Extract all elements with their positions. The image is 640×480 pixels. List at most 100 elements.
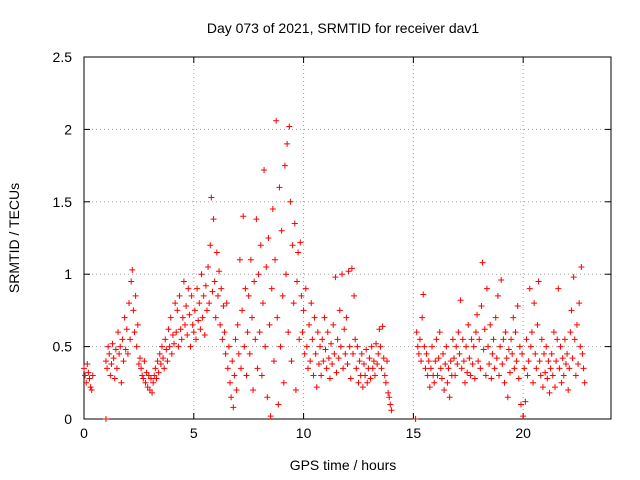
data-point xyxy=(520,413,526,419)
data-point xyxy=(263,264,269,270)
data-point xyxy=(481,346,487,352)
data-point xyxy=(435,373,441,379)
data-point xyxy=(579,351,585,357)
data-point xyxy=(388,407,394,413)
data-point xyxy=(570,355,576,361)
data-point xyxy=(259,373,265,379)
data-point xyxy=(246,293,252,299)
data-point xyxy=(157,351,163,357)
data-point xyxy=(234,387,240,393)
data-point xyxy=(451,355,457,361)
data-point xyxy=(567,329,573,335)
data-point xyxy=(302,351,308,357)
data-point xyxy=(339,271,345,277)
data-point xyxy=(488,375,494,381)
data-point xyxy=(334,370,340,376)
data-point xyxy=(325,329,331,335)
data-point xyxy=(237,257,243,263)
data-point xyxy=(527,286,533,292)
data-point xyxy=(529,329,535,335)
data-point xyxy=(439,375,445,381)
data-point xyxy=(182,322,188,328)
data-point xyxy=(251,278,257,284)
data-point xyxy=(230,404,236,410)
data-point xyxy=(275,402,281,408)
data-point xyxy=(372,373,378,379)
data-point xyxy=(250,387,256,393)
data-point xyxy=(345,361,351,367)
data-point xyxy=(213,315,219,321)
data-point xyxy=(498,277,504,283)
data-point xyxy=(564,351,570,357)
data-point xyxy=(447,394,453,400)
data-point xyxy=(139,373,145,379)
data-point xyxy=(307,358,313,364)
data-point xyxy=(89,387,95,393)
data-point xyxy=(382,373,388,379)
data-point xyxy=(375,351,381,357)
data-point xyxy=(384,358,390,364)
data-point xyxy=(290,242,296,248)
data-point xyxy=(454,361,460,367)
data-point xyxy=(212,278,218,284)
data-point xyxy=(308,300,314,306)
data-point xyxy=(460,336,466,342)
x-tick-label: 5 xyxy=(190,425,198,441)
data-point xyxy=(279,228,285,234)
data-point xyxy=(276,184,282,190)
data-point xyxy=(420,291,426,297)
data-point xyxy=(511,365,517,371)
data-point xyxy=(166,326,172,332)
data-point xyxy=(200,315,206,321)
data-point xyxy=(476,336,482,342)
data-point xyxy=(421,344,427,350)
data-point xyxy=(242,286,248,292)
x-axis-label: GPS time / hours xyxy=(290,457,397,473)
data-point xyxy=(225,365,231,371)
data-point xyxy=(563,361,569,367)
data-point xyxy=(293,387,299,393)
data-point xyxy=(541,351,547,357)
data-point xyxy=(264,394,270,400)
data-point xyxy=(514,358,520,364)
data-point xyxy=(466,355,472,361)
data-point xyxy=(169,351,175,357)
data-point xyxy=(525,373,531,379)
data-point xyxy=(354,344,360,350)
data-point xyxy=(469,336,475,342)
data-point xyxy=(324,365,330,371)
data-point xyxy=(427,384,433,390)
data-point xyxy=(211,216,217,222)
data-point xyxy=(336,355,342,361)
data-point xyxy=(127,336,133,342)
data-point xyxy=(455,329,461,335)
data-point xyxy=(177,293,183,299)
data-point xyxy=(533,365,539,371)
data-point xyxy=(484,286,490,292)
data-point xyxy=(418,358,424,364)
data-point xyxy=(158,361,164,367)
data-point xyxy=(254,365,260,371)
data-point xyxy=(218,286,224,292)
data-points xyxy=(81,118,588,422)
data-point xyxy=(581,365,587,371)
data-point xyxy=(282,163,288,169)
data-point xyxy=(217,322,223,328)
y-axis-label: SRMTID / TECUs xyxy=(6,183,22,293)
data-point xyxy=(126,300,132,306)
data-point xyxy=(274,315,280,321)
data-point xyxy=(215,293,221,299)
data-point xyxy=(160,355,166,361)
data-point xyxy=(256,271,262,277)
y-tick-label: 0 xyxy=(64,411,72,427)
data-point xyxy=(370,365,376,371)
y-tick-label: 2 xyxy=(64,121,72,137)
data-point xyxy=(560,355,566,361)
data-point xyxy=(493,315,499,321)
data-point xyxy=(571,274,577,280)
data-point xyxy=(380,323,386,329)
data-point xyxy=(376,326,382,332)
data-point xyxy=(201,293,207,299)
data-point xyxy=(425,373,431,379)
data-point xyxy=(133,293,139,299)
